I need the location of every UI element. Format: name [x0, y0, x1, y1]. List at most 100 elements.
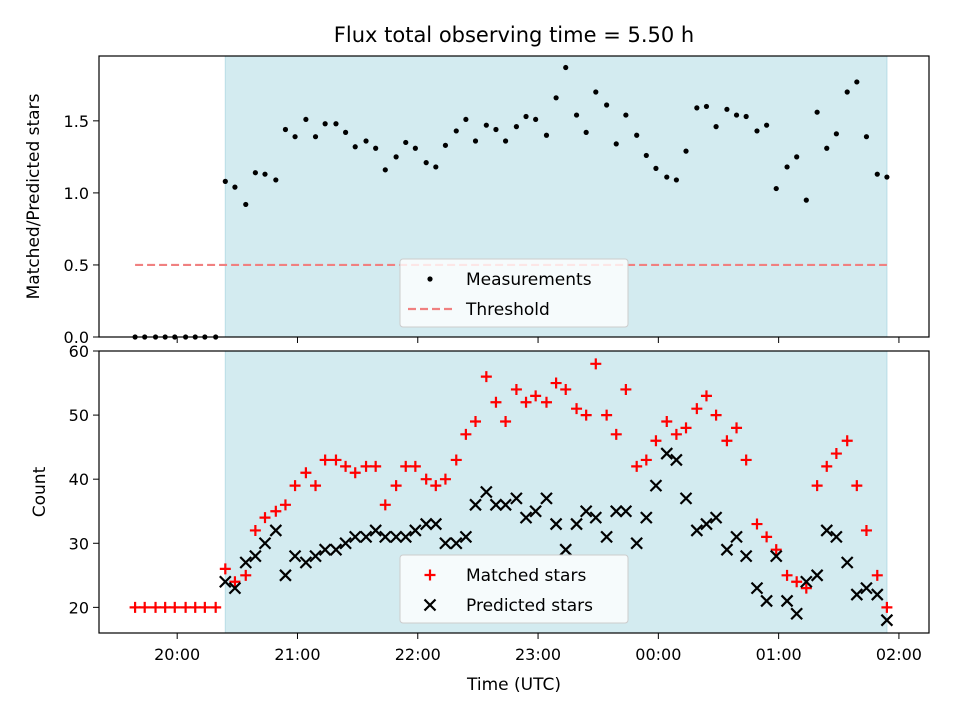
predicted-star-point	[309, 549, 322, 563]
predicted-star-point	[429, 517, 443, 531]
matched-star-point	[601, 409, 613, 421]
predicted-star-point	[600, 530, 613, 544]
measurement-point	[694, 105, 700, 111]
matched-star-point	[851, 480, 863, 492]
matched-star-point	[781, 569, 793, 581]
top-y-axis-label: Matched/Predicted stars	[24, 93, 44, 299]
measurement-point	[683, 148, 689, 154]
matched-star-point	[610, 428, 622, 440]
x-tick-label: 00:00	[635, 645, 681, 664]
matched-star-point	[219, 563, 231, 575]
matched-star-point	[450, 454, 462, 466]
bottom-y-tick-label: 40	[69, 470, 89, 489]
predicted-star-point	[399, 530, 413, 544]
matched-star-point	[300, 467, 312, 479]
predicted-star-point	[700, 517, 713, 531]
matched-star-point	[590, 358, 602, 370]
matched-star-point	[180, 601, 192, 613]
predicted-star-point	[860, 581, 873, 595]
matched-star-point	[150, 601, 162, 613]
matched-star-point	[400, 460, 412, 472]
predicted-star-point	[318, 543, 332, 556]
bottom-ticks: 20 30 40 50 60 20:00 21:00 22:00 23:00 00:00 01:00…	[69, 342, 922, 664]
measurement-point	[553, 95, 559, 101]
matched-star-point	[800, 582, 812, 594]
measurement-point	[784, 164, 790, 170]
matched-star-point	[821, 460, 833, 472]
predicted-star-point	[769, 549, 783, 563]
predicted-star-point	[359, 530, 373, 544]
predicted-star-point	[690, 524, 704, 537]
x-tick-label: 23:00	[515, 645, 561, 664]
matched-star-point	[580, 409, 592, 421]
measurement-point	[393, 154, 399, 160]
measurement-point	[573, 112, 580, 118]
measurement-point	[273, 177, 279, 183]
measurement-point	[433, 164, 439, 170]
top-y-tick-label: 1.5	[64, 112, 89, 131]
matched-star-point	[279, 499, 291, 511]
matched-star-point	[540, 396, 552, 408]
measurement-point	[593, 89, 599, 95]
predicted-star-point	[288, 549, 302, 563]
matched-star-point	[710, 409, 722, 421]
matched-star-point	[860, 524, 872, 536]
matched-star-point	[249, 524, 261, 536]
measurement-point	[373, 145, 379, 151]
predicted-star-point	[579, 504, 593, 518]
measurement-point	[863, 134, 870, 140]
matched-star-point	[189, 601, 201, 613]
matched-star-point	[700, 390, 712, 402]
measurement-point	[543, 132, 550, 138]
measurement-point	[803, 197, 809, 203]
measurement-point	[604, 102, 610, 108]
measurement-point	[664, 174, 670, 180]
measurement-point	[613, 141, 619, 147]
legend-label: Predicted stars	[466, 596, 593, 616]
predicted-star-point	[529, 504, 542, 518]
matched-star-point	[319, 454, 331, 466]
measurement-point	[232, 184, 238, 190]
measurement-point	[563, 64, 569, 71]
predicted-star-point	[419, 517, 433, 531]
measurement-point	[833, 131, 839, 137]
matched-star-point	[460, 428, 472, 440]
matched-star-point	[721, 435, 733, 447]
measurement-point	[463, 116, 469, 123]
matched-star-point	[210, 601, 222, 613]
measurement-point	[724, 106, 730, 112]
predicted-star-point	[549, 517, 563, 531]
measurement-point	[292, 134, 298, 140]
matched-star-point	[199, 601, 211, 613]
legend-label: Matched stars	[466, 566, 586, 586]
predicted-star-point	[559, 543, 573, 556]
predicted-star-point	[510, 492, 523, 505]
predicted-star-point	[589, 511, 603, 524]
matched-star-point	[240, 569, 252, 581]
measurement-point	[322, 121, 328, 127]
predicted-star-point	[499, 498, 512, 512]
matched-star-point	[791, 576, 803, 588]
matched-star-point	[670, 428, 682, 440]
predicted-star-point	[379, 530, 392, 544]
matched-star-point	[530, 390, 542, 402]
bottom-legend: Matched stars Predicted stars	[399, 554, 629, 624]
top-marks	[132, 64, 890, 340]
matched-star-point	[841, 435, 853, 447]
matched-star-point	[510, 383, 522, 395]
measurement-point	[713, 124, 719, 130]
measurement-point	[342, 129, 349, 135]
predicted-star-point	[269, 524, 283, 537]
matched-star-point	[761, 531, 773, 543]
predicted-star-point	[660, 447, 674, 460]
legend-label: Threshold	[465, 300, 550, 320]
predicted-star-point	[720, 543, 734, 556]
measurement-point	[243, 201, 249, 208]
matched-star-point	[871, 569, 883, 581]
measurement-point	[583, 129, 589, 135]
top-panel: 0.0 0.5 1.0 1.5 Matched/Predicted stars Mea…	[24, 55, 930, 347]
predicted-star-point	[239, 556, 253, 569]
matched-star-point	[691, 403, 703, 415]
measurement-point	[282, 126, 289, 133]
